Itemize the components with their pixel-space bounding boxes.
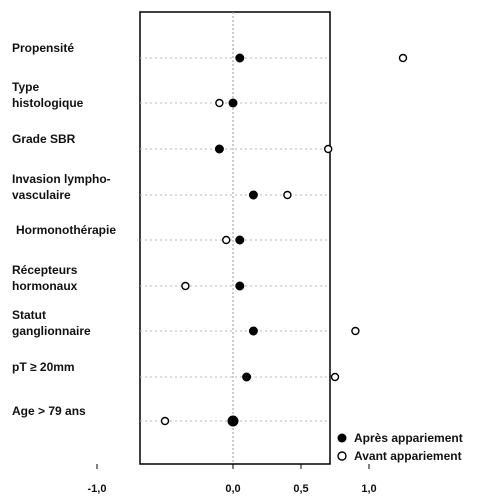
category-label: Grade SBR (12, 132, 76, 146)
point-apres-appariement (227, 415, 239, 427)
point-avant-appariement (283, 190, 292, 200)
category-label-line: Grade SBR (12, 132, 76, 146)
category-labels: Propensité Type histologique Grade SBR Invas… (12, 41, 116, 418)
point-apres-appariement (214, 144, 224, 154)
category-label-line: ganglionnaire (12, 324, 91, 338)
category-label-line: Propensité (12, 41, 74, 55)
point-apres-appariement (248, 190, 258, 200)
category-label-line: pT ≥ 20mm (12, 360, 75, 374)
x-tick-label: -1,0 (88, 483, 107, 495)
category-label: Type histologique (12, 80, 84, 110)
plot-frame (139, 11, 331, 465)
category-label-line: Type (12, 80, 39, 94)
point-avant-appariement (221, 235, 231, 245)
row-gridlines (140, 57, 330, 422)
legend-marker-apres (337, 433, 347, 443)
category-label-line: Récepteurs (12, 263, 78, 277)
legend: Après appariement Avant appariement (337, 431, 463, 463)
point-avant-appariement (181, 281, 190, 291)
point-avant-appariement (160, 416, 170, 426)
category-label-line: Hormonothérapie (16, 223, 116, 237)
x-axis: -1,0 0,0 0,5 1,0 (88, 464, 377, 495)
category-label-line: histologique (12, 96, 84, 110)
point-avant-appariement (324, 144, 333, 154)
x-tick-label: 0,0 (225, 483, 240, 495)
category-label-line: vasculaire (12, 188, 71, 202)
category-label: pT ≥ 20mm (12, 360, 75, 374)
point-apres-appariement (228, 98, 238, 108)
category-label: Age > 79 ans (12, 404, 86, 418)
point-avant-appariement (398, 53, 408, 63)
category-label-line: Age > 79 ans (12, 404, 86, 418)
data-points (160, 53, 408, 427)
legend-label: Avant appariement (354, 449, 462, 463)
point-apres-appariement (248, 326, 258, 336)
legend-marker-avant (337, 451, 347, 461)
category-label: Récepteurs hormonaux (12, 263, 78, 293)
point-apres-appariement (242, 372, 252, 382)
point-avant-appariement (330, 372, 340, 382)
category-label: Invasion lympho-vasculaire (12, 172, 111, 202)
category-label: Statut ganglionnaire (12, 308, 91, 338)
x-tick-label: 1,0 (361, 483, 376, 495)
legend-label: Après appariement (354, 431, 463, 445)
point-avant-appariement (215, 98, 224, 108)
point-apres-appariement (235, 53, 245, 63)
category-label-line: Invasion lympho- (12, 172, 111, 186)
category-label-line: hormonaux (12, 279, 78, 293)
category-label-line: Statut (12, 308, 46, 322)
point-apres-appariement (235, 235, 245, 245)
x-tick-label: 0,5 (293, 483, 308, 495)
point-avant-appariement (351, 326, 360, 336)
category-label: Propensité (12, 41, 74, 55)
category-label: Hormonothérapie (16, 223, 116, 237)
point-apres-appariement (235, 281, 245, 291)
